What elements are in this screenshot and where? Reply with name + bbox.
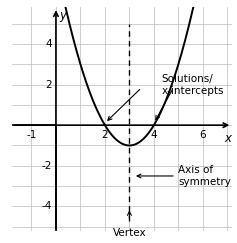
Text: 6: 6	[200, 130, 206, 140]
Text: 4: 4	[150, 130, 157, 140]
Text: Solutions/
x-intercepts: Solutions/ x-intercepts	[161, 74, 224, 96]
Text: y: y	[59, 9, 66, 22]
Text: 2: 2	[46, 79, 52, 89]
Text: -4: -4	[42, 201, 52, 211]
Text: 2: 2	[102, 130, 108, 140]
Text: Vertex: Vertex	[113, 228, 146, 238]
Text: 4: 4	[46, 39, 52, 49]
Text: -2: -2	[42, 161, 52, 171]
Text: x: x	[224, 132, 231, 145]
Text: -1: -1	[26, 130, 37, 140]
Text: Axis of
symmetry: Axis of symmetry	[178, 165, 231, 187]
